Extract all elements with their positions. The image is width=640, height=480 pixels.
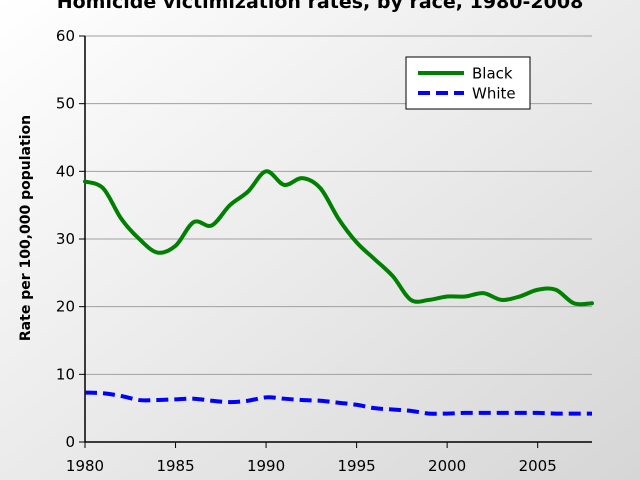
x-tick-label-2000: 2000: [428, 457, 466, 475]
legend-box: [405, 56, 531, 110]
y-tick-labels: 0 10 20 30 40 50 60: [56, 27, 75, 451]
series-line-white: [84, 390, 592, 416]
y-tick-label-10: 10: [56, 365, 75, 383]
x-tick-label-1995: 1995: [338, 457, 376, 475]
y-tick-label-50: 50: [56, 95, 75, 113]
y-tick-label-0: 0: [65, 433, 75, 451]
legend-label-white: White: [472, 85, 516, 103]
series-line-black: [83, 169, 594, 307]
x-tick-label-2005: 2005: [519, 457, 557, 475]
x-tick-label-1990: 1990: [247, 457, 285, 475]
y-tick-label-60: 60: [56, 27, 75, 45]
y-tick-label-30: 30: [56, 230, 75, 248]
x-tick-label-1980: 1980: [66, 457, 104, 475]
series-lines: [83, 169, 594, 416]
gridlines: [85, 35, 592, 375]
legend: Black White: [405, 56, 531, 110]
legend-label-black: Black: [472, 65, 513, 83]
axes: [79, 35, 592, 448]
x-tick-label-1985: 1985: [156, 457, 194, 475]
y-axis-label: Rate per 100,000 population: [18, 115, 34, 341]
y-tick-label-20: 20: [56, 298, 75, 316]
x-tick-labels: 1980 1985 1990 1995 2000 2005: [66, 457, 557, 475]
y-tick-label-40: 40: [56, 162, 75, 180]
chart-title: Homicide victimization rates, by race, 1…: [57, 0, 584, 13]
